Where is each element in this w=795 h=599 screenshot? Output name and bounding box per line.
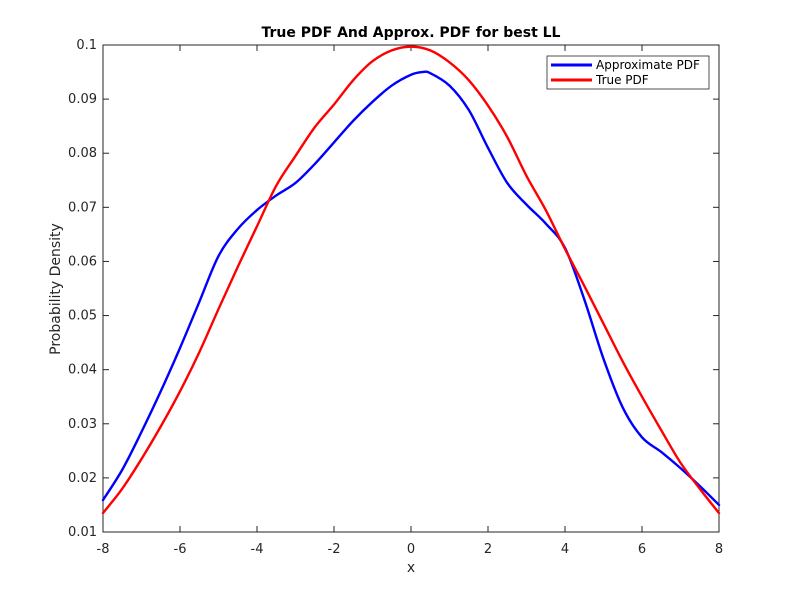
x-tick-label: -4 — [251, 542, 264, 557]
x-axis-label: x — [407, 560, 415, 576]
chart-title: True PDF And Approx. PDF for best LL — [262, 25, 561, 41]
y-tick-label: 0.07 — [68, 200, 97, 215]
y-tick-label: 0.04 — [68, 363, 97, 378]
plot-area: 0.010.020.030.040.050.060.070.080.090.1 … — [68, 38, 723, 557]
y-tick-label: 0.08 — [68, 146, 97, 161]
x-axis: -8 -6 -4 -2 0 2 4 6 8 — [97, 45, 723, 557]
series-line-true-pdf — [101, 45, 721, 515]
y-tick-label: 0.03 — [68, 417, 97, 432]
x-tick-label: 8 — [715, 542, 723, 557]
y-tick-label: 0.09 — [68, 92, 97, 107]
y-tick-label: 0.06 — [68, 254, 97, 269]
y-tick-label: 0.1 — [76, 38, 97, 53]
legend: Approximate PDF True PDF — [546, 55, 710, 90]
legend-box — [546, 55, 710, 90]
x-tick-label: 2 — [484, 542, 492, 557]
x-tick-label: 4 — [561, 542, 569, 557]
y-tick-label: 0.01 — [68, 525, 97, 540]
y-tick-label: 0.02 — [68, 471, 97, 486]
series-line-approximate-pdf — [101, 70, 721, 507]
series-lines — [101, 45, 721, 515]
x-tick-label: -2 — [328, 542, 341, 557]
legend-label-approximate: Approximate PDF — [596, 58, 700, 72]
x-tick-label: -8 — [97, 542, 110, 557]
y-axis-label: Probability Density — [48, 223, 64, 355]
plot-frame — [102, 44, 720, 533]
y-axis: 0.01 0.02 0.03 0.04 0.05 0.06 0.07 0.08 0.09 0.1 — [68, 38, 719, 540]
x-tick-label: 0 — [407, 542, 415, 557]
legend-label-true: True PDF — [595, 73, 649, 87]
y-tick-label: 0.05 — [68, 309, 97, 324]
x-tick-label: 6 — [638, 542, 646, 557]
x-tick-label: -6 — [174, 542, 187, 557]
